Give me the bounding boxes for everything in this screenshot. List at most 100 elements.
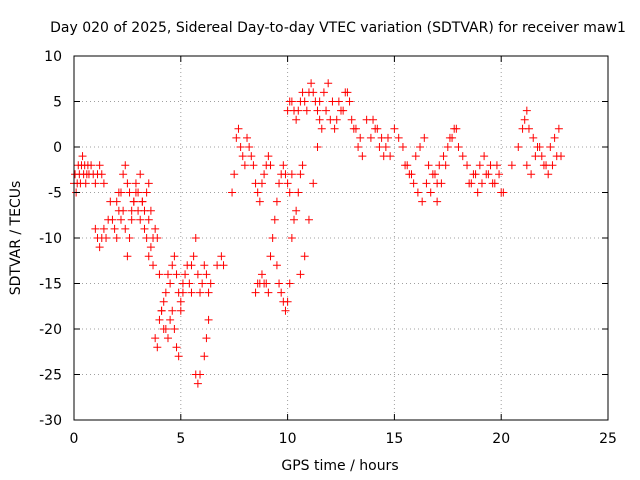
data-point <box>514 143 523 151</box>
data-point <box>480 152 489 161</box>
data-point <box>394 133 403 142</box>
y-tick-label: 0 <box>53 140 62 156</box>
data-point <box>168 261 177 270</box>
data-point <box>196 288 205 297</box>
data-point <box>332 115 341 124</box>
data-point <box>426 188 435 197</box>
data-point <box>390 124 399 133</box>
data-point <box>349 124 358 133</box>
data-point <box>234 124 243 133</box>
data-point <box>264 288 273 297</box>
data-point <box>552 152 561 161</box>
data-point <box>309 179 318 188</box>
data-point <box>482 170 491 179</box>
data-point <box>191 234 200 242</box>
data-point <box>529 133 538 142</box>
data-point <box>358 152 367 161</box>
data-point <box>270 215 279 224</box>
x-tick-label: 5 <box>176 431 185 447</box>
data-point <box>236 143 245 151</box>
data-point <box>110 224 119 233</box>
data-point <box>283 179 292 188</box>
data-point <box>290 215 299 224</box>
data-point <box>315 97 324 106</box>
data-point <box>206 279 215 288</box>
data-point <box>78 152 87 161</box>
y-tick-label: 10 <box>44 49 62 65</box>
data-point <box>296 170 305 179</box>
data-point <box>153 343 162 352</box>
data-point <box>178 288 187 297</box>
data-point <box>146 206 155 215</box>
data-point <box>202 270 211 279</box>
data-point <box>187 288 196 297</box>
data-point <box>317 124 326 133</box>
data-point <box>275 179 284 188</box>
data-point <box>369 115 378 124</box>
data-point <box>151 224 160 233</box>
data-point <box>112 197 121 206</box>
data-point <box>275 279 284 288</box>
data-point <box>277 288 286 297</box>
data-point <box>144 179 153 188</box>
x-tick-label: 15 <box>385 431 403 447</box>
data-point <box>176 306 185 315</box>
data-point <box>95 161 104 170</box>
data-point <box>140 224 149 233</box>
data-point <box>279 161 288 170</box>
data-point <box>193 379 202 388</box>
data-point <box>531 152 540 161</box>
data-point <box>499 188 508 197</box>
data-point <box>198 279 207 288</box>
data-point <box>204 315 213 324</box>
data-point <box>174 352 183 361</box>
data-point <box>200 261 209 270</box>
data-point <box>418 197 427 206</box>
data-point <box>405 170 414 179</box>
data-point <box>253 188 262 197</box>
data-point <box>202 334 211 343</box>
data-point <box>257 270 266 279</box>
data-point <box>230 170 239 179</box>
data-point <box>347 115 356 124</box>
data-point <box>146 243 155 252</box>
data-point <box>268 234 277 242</box>
data-point <box>243 133 252 142</box>
data-point <box>193 270 202 279</box>
data-point <box>185 279 194 288</box>
data-point <box>134 206 143 215</box>
data-point <box>324 79 333 88</box>
data-point <box>294 106 303 115</box>
data-point <box>292 206 301 215</box>
data-point <box>458 152 467 161</box>
data-point <box>287 170 296 179</box>
data-point <box>381 143 390 151</box>
data-point <box>228 188 237 197</box>
data-point <box>240 161 249 170</box>
data-point <box>341 88 350 97</box>
data-point <box>473 188 482 197</box>
data-point <box>281 306 290 315</box>
data-point <box>287 97 296 106</box>
data-point <box>217 252 226 261</box>
data-point <box>424 161 433 170</box>
data-point <box>475 161 484 170</box>
data-point <box>125 234 134 242</box>
data-point <box>420 133 429 142</box>
data-point <box>377 133 386 142</box>
data-point <box>181 270 190 279</box>
data-point <box>437 179 446 188</box>
data-point <box>95 243 104 252</box>
data-point <box>247 152 256 161</box>
data-point <box>255 197 264 206</box>
data-point <box>157 306 166 315</box>
data-point <box>144 215 153 224</box>
data-point <box>292 115 301 124</box>
data-point <box>81 179 90 188</box>
data-point <box>398 143 407 151</box>
data-point <box>298 161 307 170</box>
data-point <box>443 143 452 151</box>
data-point <box>386 152 395 161</box>
data-point <box>170 252 179 261</box>
data-point <box>490 179 499 188</box>
